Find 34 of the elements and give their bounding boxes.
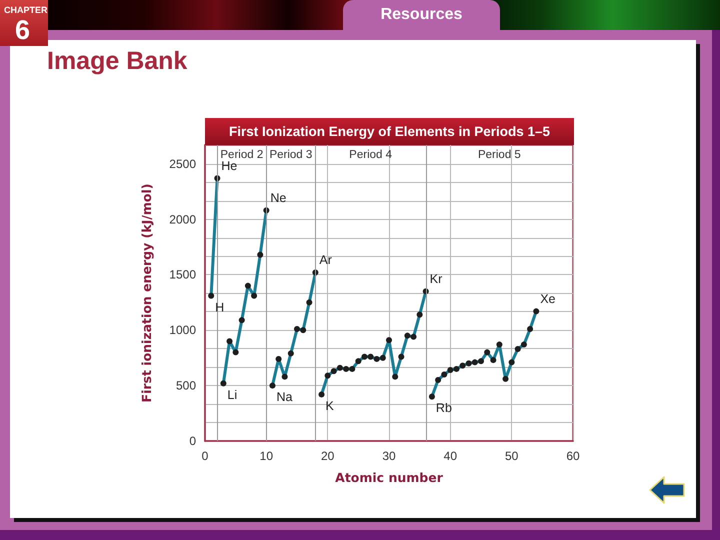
- annotation: Period 3: [269, 149, 312, 161]
- annotation: Xe: [540, 292, 556, 306]
- y-tick-label: 1500: [169, 268, 196, 282]
- annotation: Li: [227, 388, 238, 402]
- y-tick-label: 0: [189, 434, 196, 448]
- x-tick-label: 60: [566, 449, 580, 463]
- annotation: He: [221, 158, 238, 173]
- annotation: Ne: [270, 190, 286, 205]
- annotation: H: [215, 300, 224, 314]
- chart-title: First Ionization Energy of Elements in Periods 1–5: [205, 118, 574, 145]
- text: CHAPTER: [4, 5, 48, 15]
- y-tick-label: 1000: [169, 323, 196, 338]
- annotation: Kr: [430, 272, 442, 286]
- x-tick-label: 20: [320, 449, 335, 463]
- x-tick-label: 0: [202, 449, 209, 463]
- text: Image Bank: [47, 47, 188, 76]
- annotation: Rb: [436, 401, 452, 416]
- annotation: K: [326, 398, 335, 413]
- y-tick-label: 2000: [169, 212, 196, 226]
- annotation: Ar: [319, 252, 332, 267]
- annotation: Period 4: [349, 149, 393, 161]
- x-tick-label: 10: [260, 449, 274, 463]
- annotation: Na: [276, 390, 292, 404]
- annotation: Period 5: [478, 149, 521, 161]
- x-tick-label: 50: [504, 449, 519, 463]
- x-axis-title: Atomic number: [335, 470, 444, 485]
- y-axis-title: First ionization energy (kJ/mol): [139, 184, 154, 402]
- y-tick-label: 2500: [169, 156, 196, 171]
- text: Resources: [380, 6, 464, 24]
- annotation: Period 2: [220, 149, 264, 161]
- y-tick-label: 500: [176, 378, 196, 393]
- x-tick-label: 40: [444, 449, 458, 463]
- text: 6: [15, 15, 30, 45]
- x-tick-label: 30: [382, 449, 396, 463]
